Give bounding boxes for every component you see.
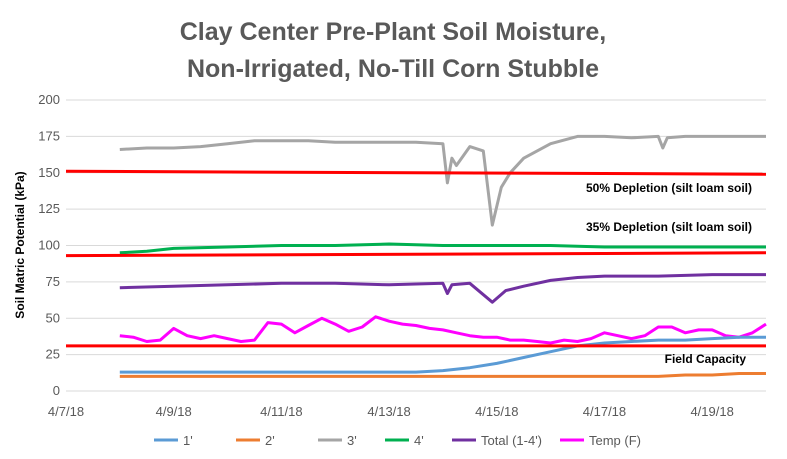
y-axis-label: Soil Matric Potential (kPa) xyxy=(13,171,27,318)
x-tick-3: 4/13/18 xyxy=(367,404,410,419)
legend-label-5: Temp (F) xyxy=(589,433,641,448)
series-line-3 xyxy=(119,242,766,255)
reference-line-0 xyxy=(65,169,767,176)
reference-label-2: Field Capacity xyxy=(665,352,747,366)
chart-title-line-2: Non-Irrigated, No-Till Corn Stubble xyxy=(187,55,599,83)
x-tick-5: 4/17/18 xyxy=(583,404,626,419)
series-line-5 xyxy=(119,315,767,345)
series-line-2 xyxy=(119,134,766,227)
reference-label-0: 50% Depletion (silt loam soil) xyxy=(586,181,752,195)
y-tick-150: 150 xyxy=(38,165,60,180)
y-tick-labels: 0 25 50 75 100 125 150 175 200 xyxy=(38,92,60,398)
y-tick-0: 0 xyxy=(53,383,60,398)
x-tick-2: 4/11/18 xyxy=(260,404,302,419)
y-tick-75: 75 xyxy=(46,274,60,289)
legend: 1' 2' 3' 4' Total (1-4') Temp (F) xyxy=(154,433,641,448)
reference-lines: 50% Depletion (silt loam soil) 35% Deplet… xyxy=(65,169,767,366)
chart-title-line-1: Clay Center Pre-Plant Soil Moisture, xyxy=(180,18,607,46)
series-lines xyxy=(119,134,767,378)
x-tick-labels: 4/7/18 4/9/18 4/11/18 4/13/18 4/15/18 4/17/18… xyxy=(48,404,734,419)
y-tick-175: 175 xyxy=(38,128,60,143)
legend-label-2: 3' xyxy=(347,433,357,448)
y-tick-200: 200 xyxy=(38,92,60,107)
legend-label-0: 1' xyxy=(183,433,193,448)
y-tick-100: 100 xyxy=(38,238,60,253)
reference-label-1: 35% Depletion (silt loam soil) xyxy=(586,220,752,234)
y-tick-125: 125 xyxy=(38,201,60,216)
reference-line-1 xyxy=(65,251,767,258)
legend-label-4: Total (1-4') xyxy=(481,433,542,448)
y-tick-25: 25 xyxy=(46,347,60,362)
series-line-0 xyxy=(119,335,766,374)
x-tick-6: 4/19/18 xyxy=(690,404,733,419)
legend-label-1: 2' xyxy=(265,433,275,448)
series-line-4 xyxy=(119,273,766,304)
legend-label-3: 4' xyxy=(414,433,424,448)
x-tick-1: 4/9/18 xyxy=(156,404,192,419)
series-line-1 xyxy=(119,372,766,378)
x-tick-0: 4/7/18 xyxy=(48,404,84,419)
y-tick-50: 50 xyxy=(46,310,60,325)
x-tick-4: 4/15/18 xyxy=(475,404,518,419)
